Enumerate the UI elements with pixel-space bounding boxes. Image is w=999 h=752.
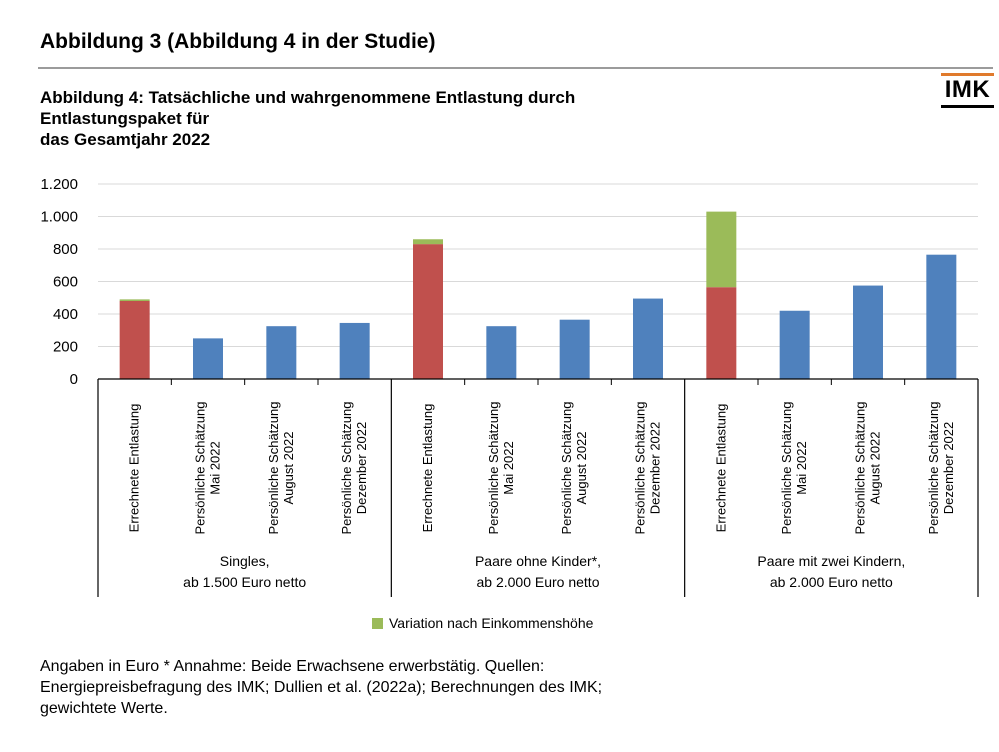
- category-label: Persönliche SchätzungMai 2022: [486, 402, 516, 535]
- bar: [413, 244, 443, 379]
- bar-variation-segment: [119, 299, 150, 301]
- category-label-line: Persönliche Schätzung: [559, 402, 574, 535]
- category-label: Persönliche SchätzungDezember 2022: [926, 402, 956, 535]
- category-label-line: August 2022: [574, 431, 589, 504]
- bar-variation-segment: [413, 239, 443, 245]
- y-tick-label: 400: [53, 306, 78, 323]
- category-label-line: August 2022: [868, 431, 883, 504]
- notes-line: gewichtete Werte.: [40, 700, 168, 717]
- category-label: Errechnete Entlastung: [127, 404, 142, 533]
- category-label: Persönliche SchätzungMai 2022: [779, 402, 809, 535]
- group-label-line: ab 1.500 Euro netto: [183, 574, 306, 590]
- group-label-line: ab 2.000 Euro netto: [770, 574, 893, 590]
- y-tick-label: 800: [53, 241, 78, 258]
- category-label-line: Dezember 2022: [354, 422, 369, 515]
- group-label-line: Paare mit zwei Kindern,: [757, 553, 905, 569]
- category-label-line: Errechnete Entlastung: [713, 404, 728, 533]
- category-label: Persönliche SchätzungDezember 2022: [633, 402, 663, 535]
- category-label-line: August 2022: [281, 431, 296, 504]
- bar: [706, 287, 737, 379]
- category-label-line: Mai 2022: [794, 441, 809, 494]
- category-label-line: Persönliche Schätzung: [779, 402, 794, 535]
- category-label: Persönliche SchätzungDezember 2022: [339, 402, 369, 535]
- page-heading: Abbildung 3 (Abbildung 4 in der Studie): [40, 30, 436, 53]
- y-tick-label: 1.000: [40, 209, 78, 226]
- category-label-line: Persönliche Schätzung: [266, 402, 281, 535]
- bar: [559, 319, 590, 379]
- heading-divider: [38, 67, 993, 69]
- category-label: Persönliche SchätzungAugust 2022: [559, 402, 589, 535]
- notes-line: Angaben in Euro * Annahme: Beide Erwachs…: [40, 658, 545, 675]
- bar: [339, 322, 370, 379]
- figure-title-line: Entlastungspaket für: [40, 109, 210, 128]
- category-label: Persönliche SchätzungMai 2022: [193, 402, 223, 535]
- bar: [119, 301, 150, 379]
- y-tick-label: 600: [53, 274, 78, 291]
- category-label-line: Persönliche Schätzung: [486, 402, 501, 535]
- y-tick-label: 0: [70, 371, 78, 388]
- category-label-line: Dezember 2022: [941, 422, 956, 515]
- bar: [486, 326, 517, 379]
- imk-logo: IMK: [944, 76, 991, 103]
- category-label-line: Persönliche Schätzung: [193, 402, 208, 535]
- notes-line: Energiepreisbefragung des IMK; Dullien e…: [40, 679, 603, 696]
- category-label-line: Persönliche Schätzung: [633, 402, 648, 535]
- category-label-line: Persönliche Schätzung: [339, 402, 354, 535]
- category-label-line: Mai 2022: [208, 441, 223, 494]
- y-tick-label: 200: [53, 339, 78, 356]
- figure-title-line: Abbildung 4: Tatsächliche und wahrgenomm…: [40, 88, 576, 107]
- logo-accent-bar: [941, 73, 994, 76]
- category-label: Persönliche SchätzungAugust 2022: [853, 402, 883, 535]
- logo-underline: [941, 105, 994, 108]
- category-label-line: Errechnete Entlastung: [420, 404, 435, 533]
- category-label-line: Persönliche Schätzung: [926, 402, 941, 535]
- figure-title: Abbildung 4: Tatsächliche und wahrgenomm…: [40, 87, 575, 150]
- category-label: Errechnete Entlastung: [420, 404, 435, 533]
- group-label-line: ab 2.000 Euro netto: [477, 574, 600, 590]
- category-label-line: Errechnete Entlastung: [127, 404, 142, 533]
- bar: [779, 310, 810, 379]
- category-label-line: Dezember 2022: [648, 422, 663, 515]
- figure-title-line: das Gesamtjahr 2022: [40, 130, 211, 149]
- group-label-line: Singles,: [220, 553, 270, 569]
- category-label: Persönliche SchätzungAugust 2022: [266, 402, 296, 535]
- category-label: Errechnete Entlastung: [713, 404, 728, 533]
- category-label-line: Persönliche Schätzung: [853, 402, 868, 535]
- y-tick-label: 1.200: [40, 176, 78, 193]
- bar: [633, 298, 663, 379]
- bar: [926, 254, 957, 379]
- bar: [853, 285, 883, 379]
- group-label-line: Paare ohne Kinder*,: [475, 553, 601, 569]
- figure-notes: Angaben in Euro * Annahme: Beide Erwachs…: [40, 656, 602, 719]
- chart-legend: Variation nach Einkommenshöhe: [372, 615, 593, 631]
- bar: [266, 326, 297, 379]
- category-label-line: Mai 2022: [501, 441, 516, 494]
- bar-variation-segment: [706, 211, 737, 288]
- legend-label-variation: Variation nach Einkommenshöhe: [389, 615, 594, 631]
- legend-swatch-variation: [372, 617, 383, 629]
- bar: [193, 338, 223, 379]
